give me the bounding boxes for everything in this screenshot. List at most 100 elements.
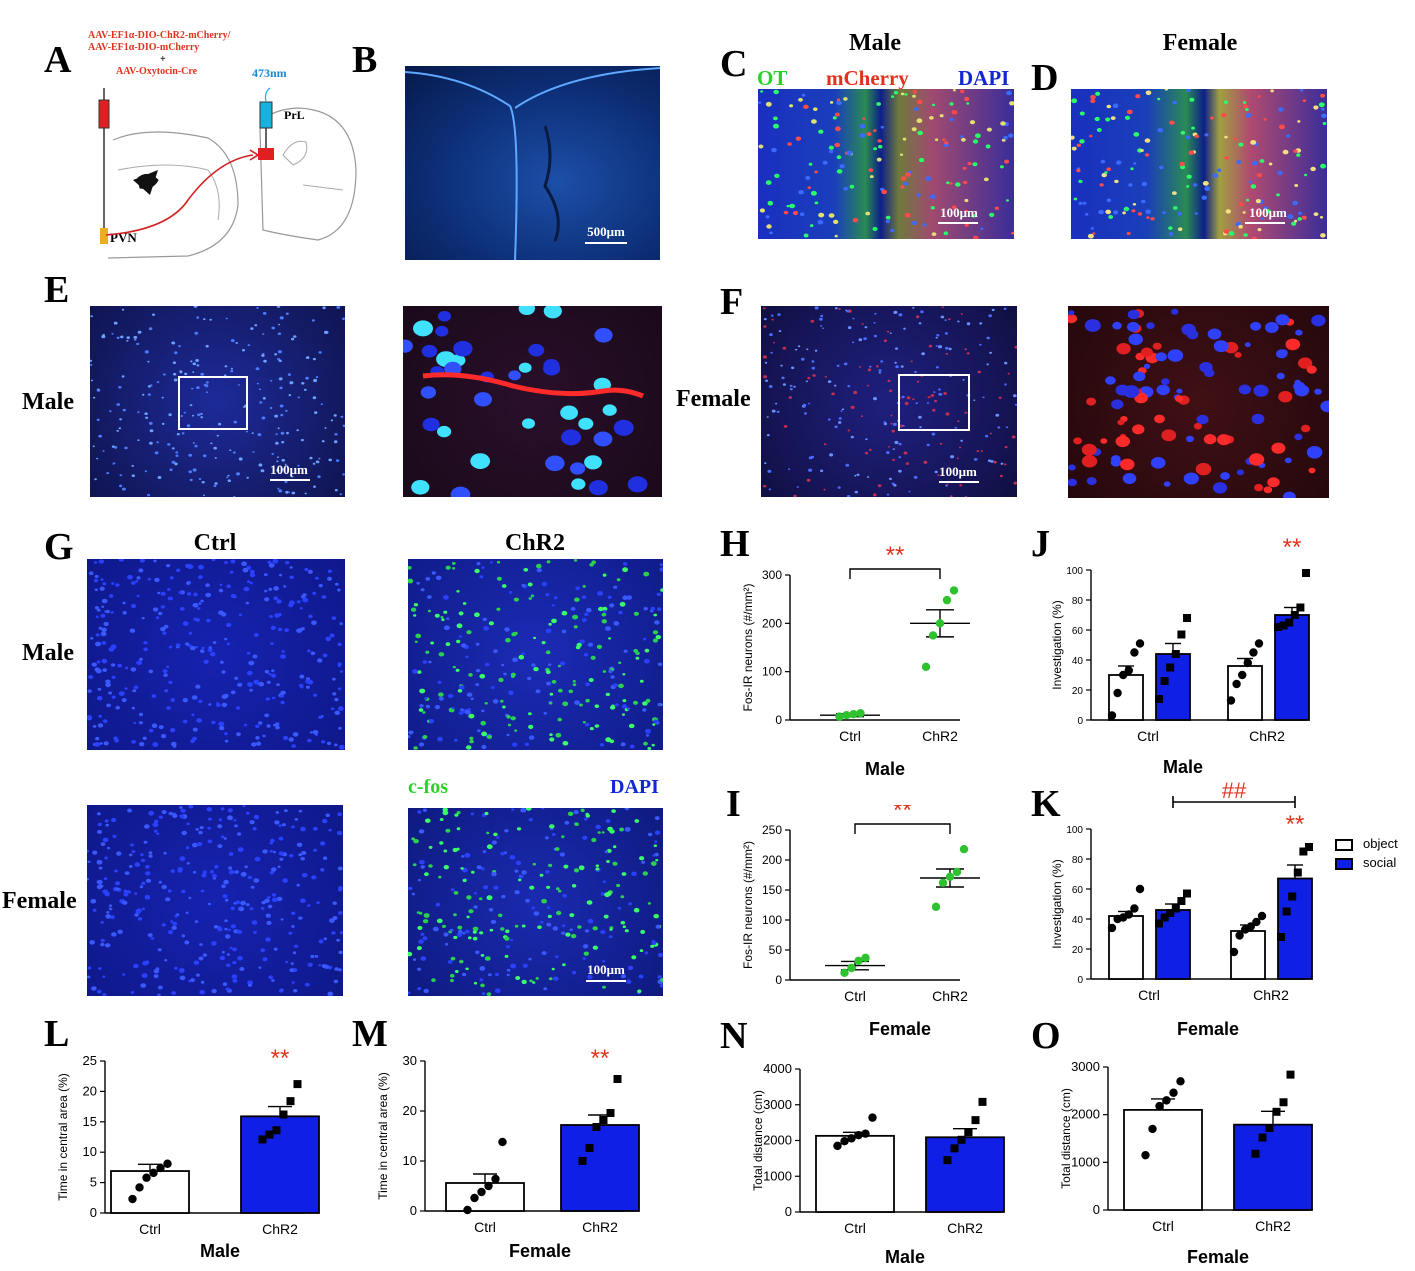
cell-nucleus xyxy=(549,733,553,736)
cell-nucleus xyxy=(521,924,526,928)
cell-nucleus xyxy=(899,424,904,428)
cell-nucleus xyxy=(175,643,181,648)
cell-nucleus xyxy=(1095,91,1101,96)
cell-nucleus xyxy=(834,142,841,148)
cell-nucleus xyxy=(634,819,640,823)
cell-nucleus xyxy=(915,315,920,319)
cell-nucleus xyxy=(1116,343,1131,355)
cell-nucleus xyxy=(584,817,588,821)
cell-nucleus xyxy=(508,591,513,594)
cell-nucleus xyxy=(98,967,102,970)
cell-nucleus xyxy=(471,870,475,874)
cell-nucleus xyxy=(122,900,128,905)
cell-nucleus xyxy=(639,949,644,952)
cell-nucleus xyxy=(502,705,506,709)
cell-nucleus xyxy=(115,887,120,891)
cell-nucleus xyxy=(98,714,102,718)
cell-nucleus xyxy=(422,711,426,714)
cell-nucleus xyxy=(843,97,848,101)
cell-nucleus xyxy=(608,935,613,939)
cell-nucleus xyxy=(971,214,976,218)
cell-nucleus xyxy=(198,830,203,835)
cell-nucleus xyxy=(597,591,604,596)
cell-nucleus xyxy=(602,606,608,611)
cell-nucleus xyxy=(212,873,217,878)
cell-nucleus xyxy=(287,373,291,376)
cell-nucleus xyxy=(196,316,200,319)
cell-nucleus xyxy=(653,914,659,919)
cell-nucleus xyxy=(141,881,146,886)
cell-nucleus xyxy=(528,343,545,357)
cell-nucleus xyxy=(87,715,93,720)
cell-nucleus xyxy=(230,367,233,370)
cell-nucleus xyxy=(272,723,277,727)
cell-nucleus xyxy=(201,646,205,650)
y-tick-label: 100 xyxy=(762,913,782,927)
cell-nucleus xyxy=(578,865,585,871)
cell-nucleus xyxy=(230,369,234,373)
cell-nucleus xyxy=(200,412,203,415)
cell-nucleus xyxy=(438,692,444,697)
cell-nucleus xyxy=(990,460,994,463)
cell-nucleus xyxy=(417,878,421,882)
cell-nucleus xyxy=(1071,135,1075,140)
cell-nucleus xyxy=(224,732,228,736)
cell-nucleus xyxy=(1234,352,1242,358)
cell-nucleus xyxy=(788,396,792,399)
cell-nucleus xyxy=(854,490,858,494)
cell-nucleus xyxy=(271,453,274,455)
cell-nucleus xyxy=(94,588,98,591)
cell-nucleus xyxy=(91,986,97,991)
cell-nucleus xyxy=(535,689,541,694)
cell-nucleus xyxy=(1295,329,1303,336)
cell-nucleus xyxy=(232,961,237,965)
cell-nucleus xyxy=(289,968,295,973)
cell-nucleus xyxy=(780,364,783,367)
cell-nucleus xyxy=(281,458,285,462)
cell-nucleus xyxy=(279,386,283,390)
cell-nucleus xyxy=(1243,233,1248,237)
cell-nucleus xyxy=(237,832,242,836)
cell-nucleus xyxy=(441,618,445,622)
cell-nucleus xyxy=(588,480,608,496)
cell-nucleus xyxy=(1320,163,1327,169)
cell-nucleus xyxy=(585,813,591,818)
cell-nucleus xyxy=(561,931,566,935)
cell-nucleus xyxy=(767,469,772,473)
cell-nucleus xyxy=(478,897,483,901)
cell-nucleus xyxy=(221,702,228,708)
cell-nucleus xyxy=(249,569,255,574)
data-point xyxy=(142,1173,151,1182)
cell-nucleus xyxy=(903,451,908,455)
cell-nucleus xyxy=(533,666,539,672)
scale-bar-b xyxy=(585,242,627,244)
cell-nucleus xyxy=(342,424,345,427)
cell-nucleus xyxy=(626,595,632,600)
cell-nucleus xyxy=(171,991,177,995)
cell-nucleus xyxy=(201,873,207,878)
cell-nucleus xyxy=(546,681,551,686)
cell-nucleus xyxy=(103,741,109,746)
cell-nucleus xyxy=(148,851,153,855)
cell-nucleus xyxy=(505,945,510,949)
cell-nucleus xyxy=(237,847,244,852)
cell-nucleus xyxy=(584,929,590,933)
cell-nucleus xyxy=(211,941,217,946)
micrograph-g-female-ctrl xyxy=(87,805,343,996)
cell-nucleus xyxy=(171,925,177,930)
cell-nucleus xyxy=(417,670,422,674)
cell-nucleus xyxy=(262,957,268,962)
cell-nucleus xyxy=(1014,345,1017,349)
cell-nucleus xyxy=(420,932,425,936)
cell-nucleus xyxy=(491,840,497,845)
cell-nucleus xyxy=(253,814,260,820)
cell-nucleus xyxy=(958,446,962,449)
cell-nucleus xyxy=(175,451,179,454)
cell-nucleus xyxy=(500,927,505,931)
cell-nucleus xyxy=(629,744,635,749)
cell-nucleus xyxy=(587,642,594,647)
cell-nucleus xyxy=(929,194,936,199)
cell-nucleus xyxy=(208,817,212,821)
